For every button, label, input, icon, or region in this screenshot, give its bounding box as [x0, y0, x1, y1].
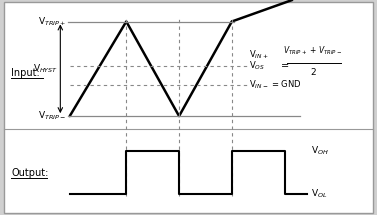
Text: V$_{HYST}$: V$_{HYST}$	[33, 63, 58, 75]
Text: V$_{OS}$: V$_{OS}$	[249, 60, 265, 72]
Text: =: =	[281, 61, 289, 71]
Text: Output:: Output:	[11, 168, 49, 178]
Text: V$_{IN+}$: V$_{IN+}$	[249, 48, 268, 61]
Text: V$_{TRIP-}$: V$_{TRIP-}$	[38, 110, 66, 122]
Text: V$_{IN-}$ = GND: V$_{IN-}$ = GND	[249, 79, 301, 91]
Text: $V_{TRIP+}$ + $V_{TRIP-}$: $V_{TRIP+}$ + $V_{TRIP-}$	[284, 45, 342, 57]
Text: V$_{OL}$: V$_{OL}$	[311, 187, 327, 200]
Text: Input:: Input:	[11, 68, 40, 78]
Text: V$_{TRIP+}$: V$_{TRIP+}$	[38, 15, 66, 28]
Text: V$_{OH}$: V$_{OH}$	[311, 144, 329, 157]
Text: 2: 2	[310, 68, 316, 77]
